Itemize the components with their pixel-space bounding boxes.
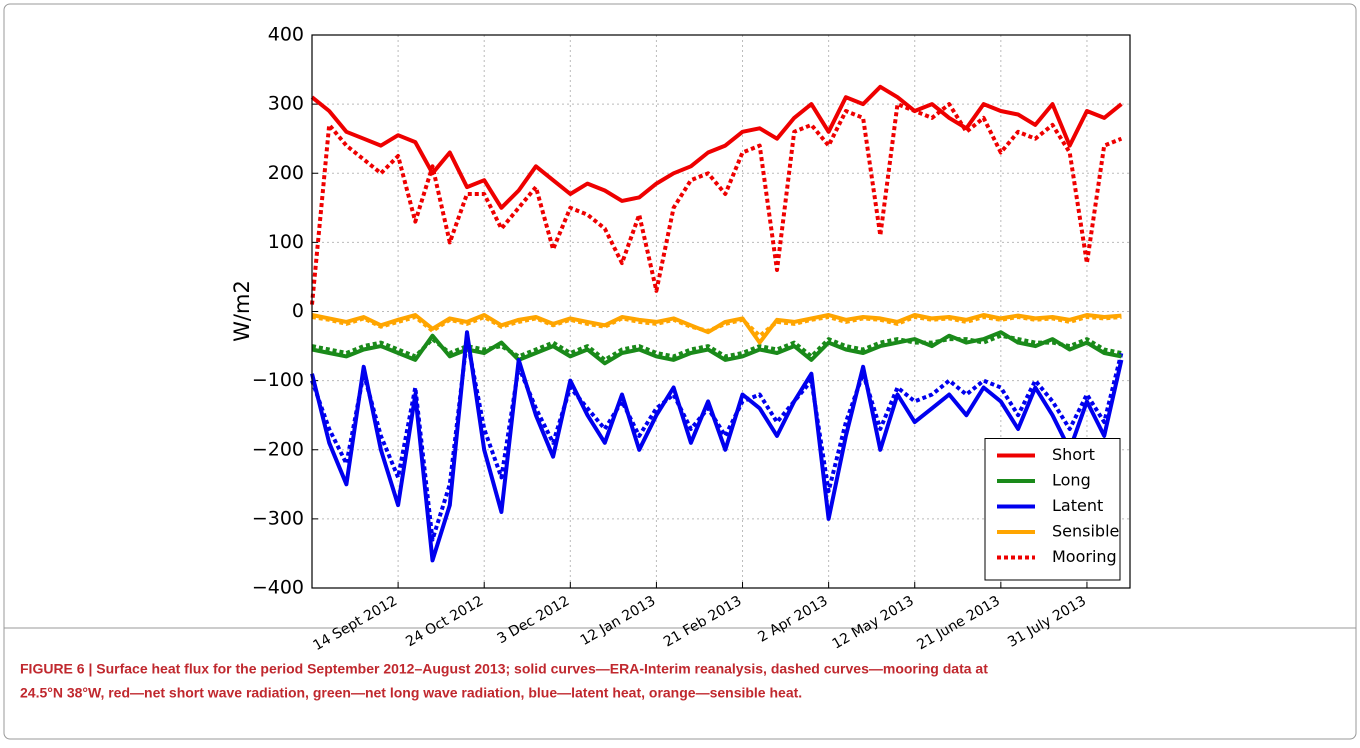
y-tick-label: −400 (252, 577, 304, 599)
legend-label: Sensible (1052, 522, 1119, 541)
series-line (310, 84, 1123, 210)
series-line (310, 330, 1124, 563)
y-tick-label: −100 (252, 369, 304, 391)
plot-frame (311, 34, 1131, 589)
dashed-series-line (310, 337, 1124, 542)
y-tick-label: 100 (268, 231, 304, 253)
x-tick-label: 24 Oct 2012 (403, 593, 486, 650)
x-tick-label: 2 Apr 2013 (755, 593, 830, 646)
dashed-series-line (310, 102, 1123, 305)
x-tick-label: 12 May 2013 (830, 593, 917, 653)
caption-line: 24.5°N 38°W, red—net short wave radiatio… (20, 685, 802, 701)
y-tick-label: 200 (268, 162, 304, 184)
y-axis-label: W/m2 (230, 280, 254, 342)
y-tick-label: −300 (252, 507, 304, 529)
x-tick-label: 21 June 2013 (914, 593, 1002, 653)
legend-label: Latent (1052, 496, 1103, 515)
dashed-series-line (311, 333, 1122, 362)
x-tick-label: 14 Sept 2012 (310, 593, 400, 654)
x-tick-label: 31 July 2013 (1005, 593, 1089, 651)
legend-label: Short (1052, 445, 1095, 464)
x-tick-label: 3 Dec 2012 (495, 593, 573, 647)
y-tick-label: −200 (252, 438, 304, 460)
y-tick-label: 400 (268, 24, 304, 46)
series-line (311, 330, 1122, 366)
x-tick-label: 21 Feb 2013 (661, 593, 744, 650)
y-tick-label: 0 (292, 300, 304, 322)
legend-label: Long (1052, 471, 1091, 490)
series-line (311, 313, 1122, 345)
x-tick-label: 12 Jan 2013 (578, 593, 659, 649)
figure-border (3, 3, 1357, 740)
legend-label: Mooring (1052, 547, 1117, 566)
caption-line: FIGURE 6 | Surface heat flux for the per… (20, 661, 988, 677)
y-tick-label: 300 (268, 93, 304, 115)
